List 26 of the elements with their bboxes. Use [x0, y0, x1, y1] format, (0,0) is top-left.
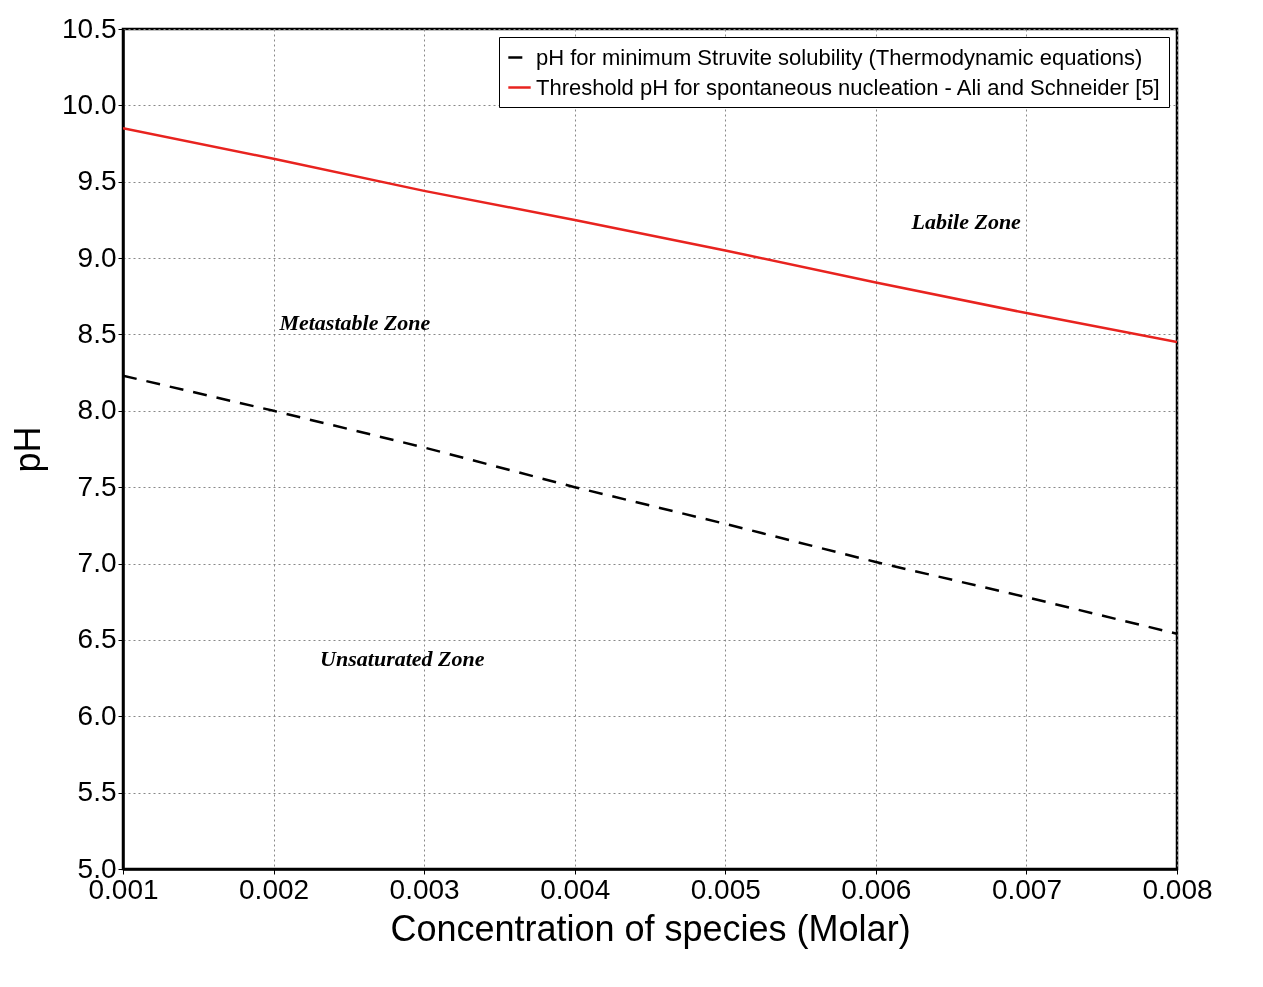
y-tick-label: 5.5 — [77, 776, 117, 808]
y-tick-label: 7.0 — [77, 547, 117, 579]
x-tick-label: 0.007 — [991, 873, 1062, 905]
y-tick-label: 8.0 — [77, 394, 117, 426]
annotation: Metastable Zone — [278, 310, 431, 335]
y-tick-label: 8.5 — [77, 317, 117, 349]
y-tick-label: 7.5 — [77, 470, 117, 502]
x-tick-label: 0.004 — [540, 873, 611, 905]
y-tick-label: 6.0 — [77, 699, 117, 731]
annotation: Unsaturated Zone — [320, 646, 485, 671]
y-tick-label: 10.0 — [62, 88, 117, 120]
x-tick-label: 0.006 — [841, 873, 912, 905]
y-tick-label: 10.5 — [62, 12, 117, 44]
x-tick-label: 0.008 — [1142, 873, 1213, 905]
line-series — [123, 127, 1177, 344]
x-tick-label: 0.005 — [690, 873, 761, 905]
y-tick-label: 6.5 — [77, 623, 117, 655]
y-tick-label: 9.0 — [77, 241, 117, 273]
x-tick-label: 0.002 — [239, 873, 310, 905]
annotation: Labile Zone — [910, 209, 1022, 235]
legend-label: Threshold pH for spontaneous nucleation - Ali and Schneider [5] — [536, 74, 1160, 100]
x-axis-title: Concentration of species (Molar) — [390, 907, 911, 949]
y-tick-label: 9.5 — [77, 165, 117, 197]
y-axis-title: pH — [7, 426, 48, 473]
legend-label: pH for minimum Struvite solubility (Thermodynamic equations) — [536, 44, 1143, 70]
x-tick-label: 0.003 — [389, 873, 460, 905]
